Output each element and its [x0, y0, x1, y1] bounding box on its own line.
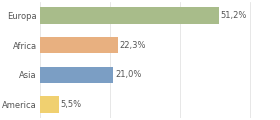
Bar — [39, 67, 113, 83]
Bar — [39, 96, 59, 113]
Text: 22,3%: 22,3% — [120, 41, 146, 50]
Bar — [39, 37, 118, 53]
Text: 5,5%: 5,5% — [61, 100, 82, 109]
Text: 21,0%: 21,0% — [115, 70, 141, 79]
Text: 51,2%: 51,2% — [221, 11, 247, 20]
Bar — [39, 7, 219, 24]
